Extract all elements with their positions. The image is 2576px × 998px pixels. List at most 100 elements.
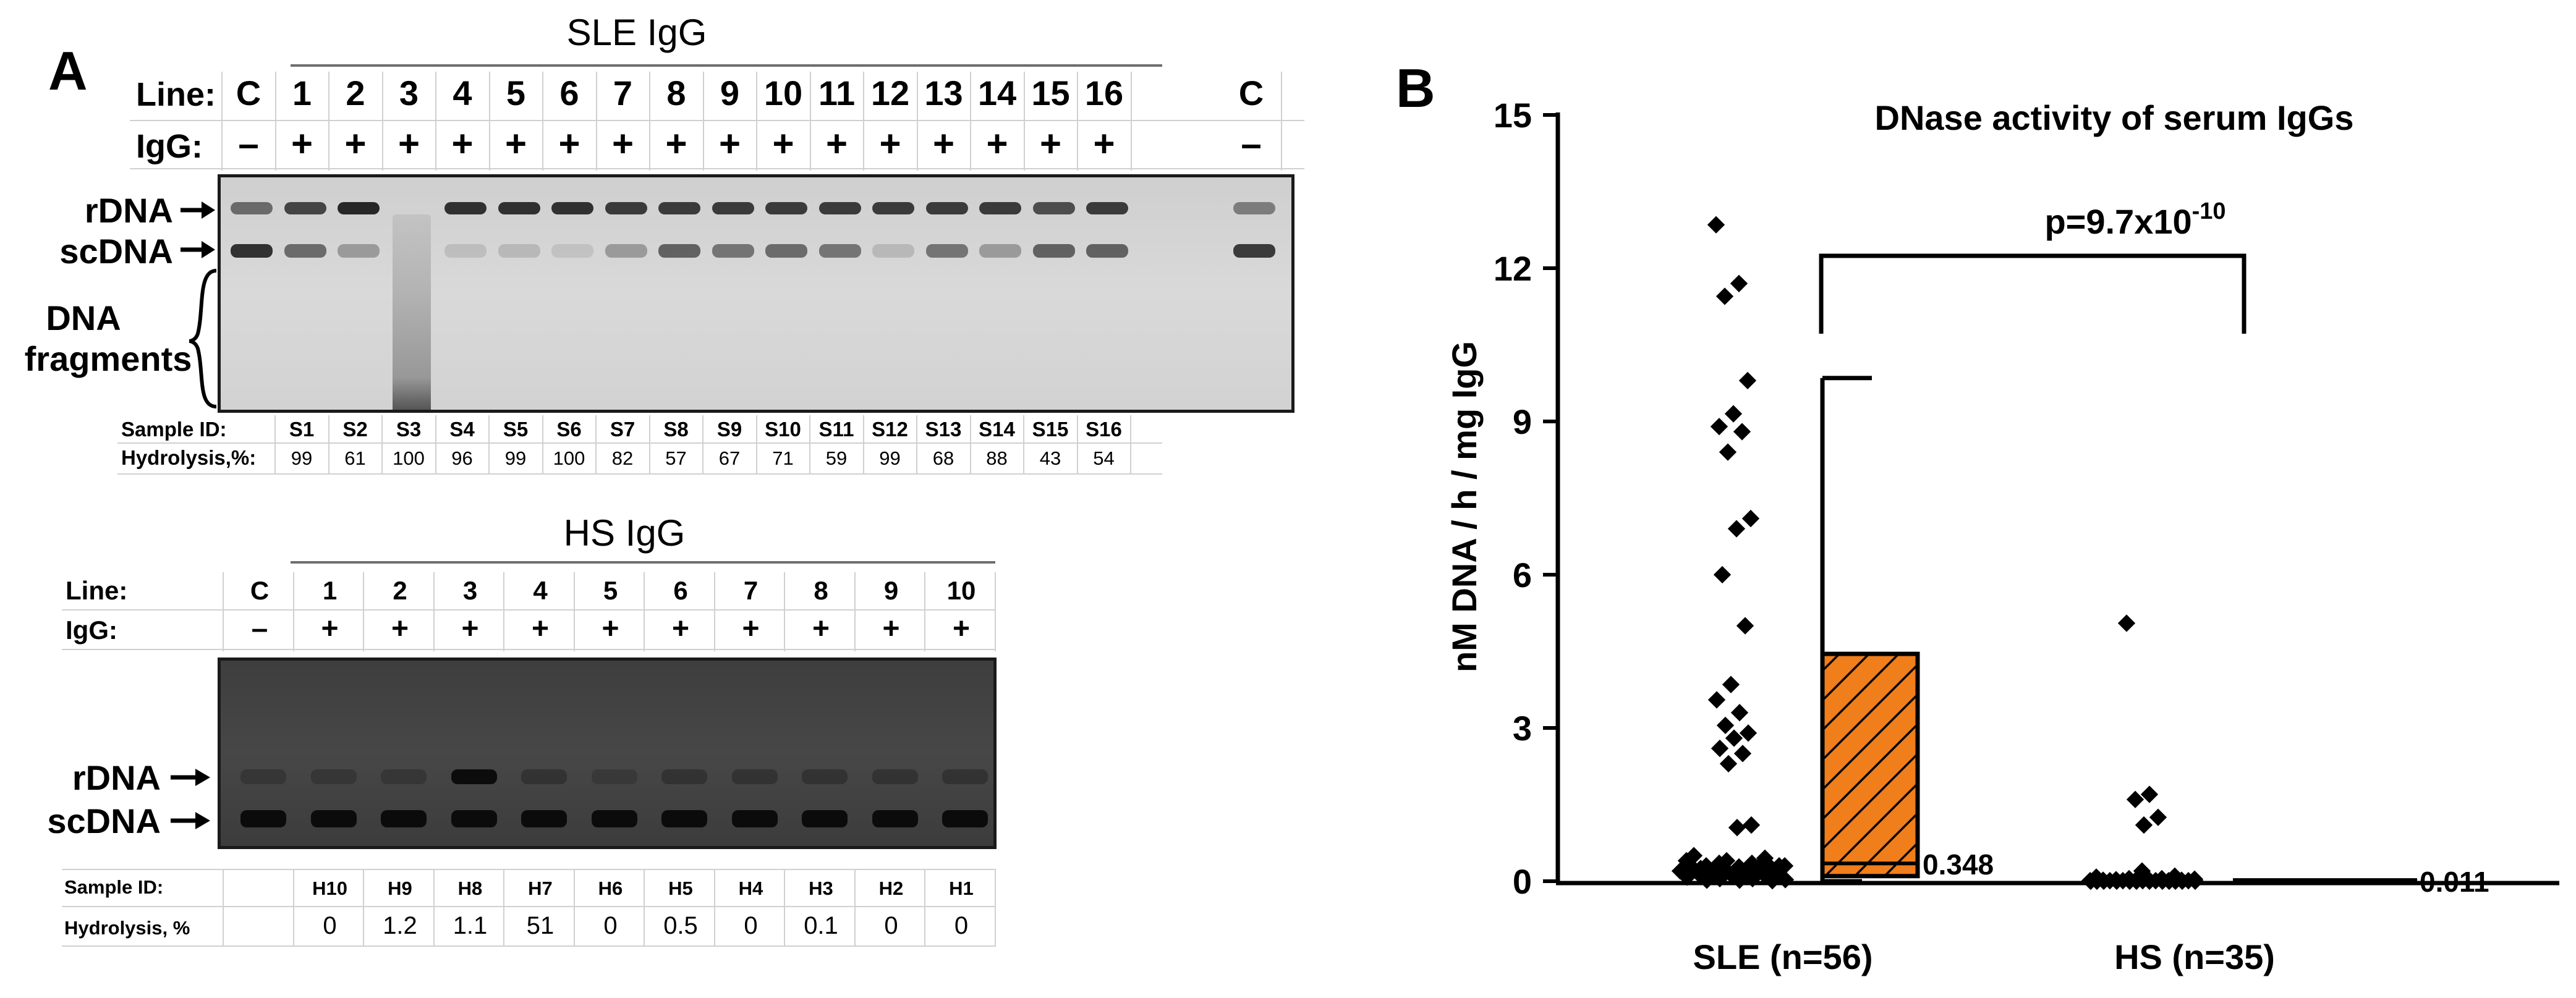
sle-scdna-band <box>872 244 914 258</box>
sle-data-point <box>1707 216 1725 234</box>
hs-line-number: 10 <box>946 576 976 605</box>
sle-table-col-divider <box>595 415 597 475</box>
sle-data-point <box>1725 729 1743 747</box>
sle-header-bottom <box>130 168 1304 169</box>
hs-header-col-divider <box>713 572 715 651</box>
hs-hydrolysis-value: 0.5 <box>663 912 698 939</box>
sle-line-number: 8 <box>666 74 686 112</box>
sle-header-col-divider <box>649 72 650 171</box>
sle-line-number: 13 <box>924 74 963 112</box>
p-value-label: p=9.7x10-10 <box>2044 198 2225 241</box>
sle-line-number: 6 <box>559 74 579 112</box>
hs-table-col-divider <box>784 869 785 947</box>
sle-gel-title: SLE IgG <box>566 12 707 53</box>
sle-sample-id: S5 <box>503 418 529 441</box>
sle-table-col-divider <box>648 415 650 475</box>
hs-header-bottom <box>62 649 995 650</box>
hs-rdna-band <box>451 769 497 784</box>
sle-table-col-divider <box>969 415 971 475</box>
hs-sample-id-label: Sample ID: <box>64 876 164 898</box>
sle-line-number: 16 <box>1084 74 1124 112</box>
sle-rdna-band <box>658 202 700 214</box>
sle-scdna-band <box>551 244 593 258</box>
hs-hydrolysis-value: 0.1 <box>804 912 838 939</box>
y-tick-label: 0 <box>1513 862 1532 901</box>
sle-igg-sign: + <box>344 123 367 164</box>
hs-gel-image <box>218 658 997 849</box>
sle-data-point <box>1715 287 1734 305</box>
hs-header-col-divider <box>994 572 996 651</box>
sle-scdna-band <box>925 244 968 258</box>
hs-scdna-band <box>872 810 918 827</box>
hs-table-col-divider <box>573 869 575 947</box>
hs-hydrolysis-value: 0 <box>884 912 898 939</box>
hs-table-bottom <box>62 945 995 947</box>
hs-sample-id: H4 <box>738 877 763 899</box>
sle-header-col-divider <box>916 72 918 171</box>
sle-header-col-divider <box>595 72 597 171</box>
hs-data-point <box>2117 614 2136 632</box>
sle-sample-id: S4 <box>449 418 475 441</box>
hs-sample-id: H2 <box>878 877 904 899</box>
hs-scdna-band <box>381 810 427 827</box>
hs-sample-id: H5 <box>668 877 693 899</box>
x-axis-categories: SLE (n=56) HS (n=35) <box>1693 937 2275 976</box>
sle-igg-sign: + <box>879 123 901 164</box>
sle-header-col-divider <box>221 72 223 171</box>
sle-header-col-divider <box>970 72 971 171</box>
sle-igg-sign: + <box>718 123 741 164</box>
hs-hydrolysis-value: 1.1 <box>453 912 488 939</box>
hs-data-point <box>2107 872 2126 890</box>
hs-scdna-band <box>240 810 286 827</box>
hs-rdna-band <box>942 769 988 784</box>
hs-line-number: 6 <box>673 576 688 605</box>
sle-scdna-label: scDNA <box>59 232 173 271</box>
hs-rdna-band <box>591 769 637 784</box>
y-tick-label: 12 <box>1494 249 1532 288</box>
hs-table-col-divider <box>292 869 294 947</box>
sle-table-col-divider <box>488 415 490 475</box>
hs-header-col-divider <box>573 572 575 651</box>
sle-median-label: 0.348 <box>1923 848 1994 881</box>
hs-hydrolysis-value: 1.2 <box>383 912 417 939</box>
hs-sample-id: H10 <box>312 877 347 899</box>
sle-data-point <box>1713 565 1732 584</box>
sle-rdna-band <box>1032 202 1075 214</box>
hs-scdna-band <box>521 810 567 827</box>
sle-line-number: 7 <box>613 74 633 112</box>
hs-header-col-divider <box>644 572 645 651</box>
sle-rdna-band <box>1086 202 1128 214</box>
sle-rdna-band <box>605 202 647 214</box>
sle-hydrolysis-value: 99 <box>504 447 527 469</box>
hs-scdna-band <box>731 810 778 827</box>
sle-scdna-band <box>444 244 487 258</box>
sle-scdna-band <box>338 244 380 258</box>
sle-data-point <box>1716 716 1735 735</box>
hs-rdna-band <box>521 769 567 784</box>
sle-data-point <box>1691 860 1710 877</box>
sle-igg-sign: – <box>238 123 259 164</box>
hs-header-col-divider <box>784 572 785 651</box>
sle-igg-sign: + <box>665 123 687 164</box>
sle-data-point <box>1742 816 1761 834</box>
sle-line-number: 2 <box>346 74 365 112</box>
sle-rdna-band <box>338 202 380 214</box>
hs-rdna-band <box>661 769 707 784</box>
sle-data-point <box>1736 617 1754 635</box>
hs-igg-sign: + <box>391 612 409 645</box>
hs-sample-id: H9 <box>388 877 412 899</box>
sle-scdna-band <box>1086 244 1128 258</box>
hs-sample-id: H3 <box>809 877 833 899</box>
fragments-brace <box>189 269 217 408</box>
hs-igg-sign: + <box>742 612 760 645</box>
hs-table-col-divider <box>223 869 224 947</box>
sle-data-point <box>1719 443 1737 461</box>
sle-hydrolysis-value: 67 <box>718 447 741 469</box>
sle-data-point <box>1728 819 1746 837</box>
sle-hydrolysis-value: 54 <box>1093 447 1115 469</box>
hs-scdna-band <box>310 810 357 827</box>
hs-hydrolysis-value: 0 <box>323 912 337 939</box>
y-tick-label: 15 <box>1494 96 1532 135</box>
hs-table-col-divider <box>713 869 715 947</box>
x-category-label: HS (n=35) <box>2114 937 2275 976</box>
